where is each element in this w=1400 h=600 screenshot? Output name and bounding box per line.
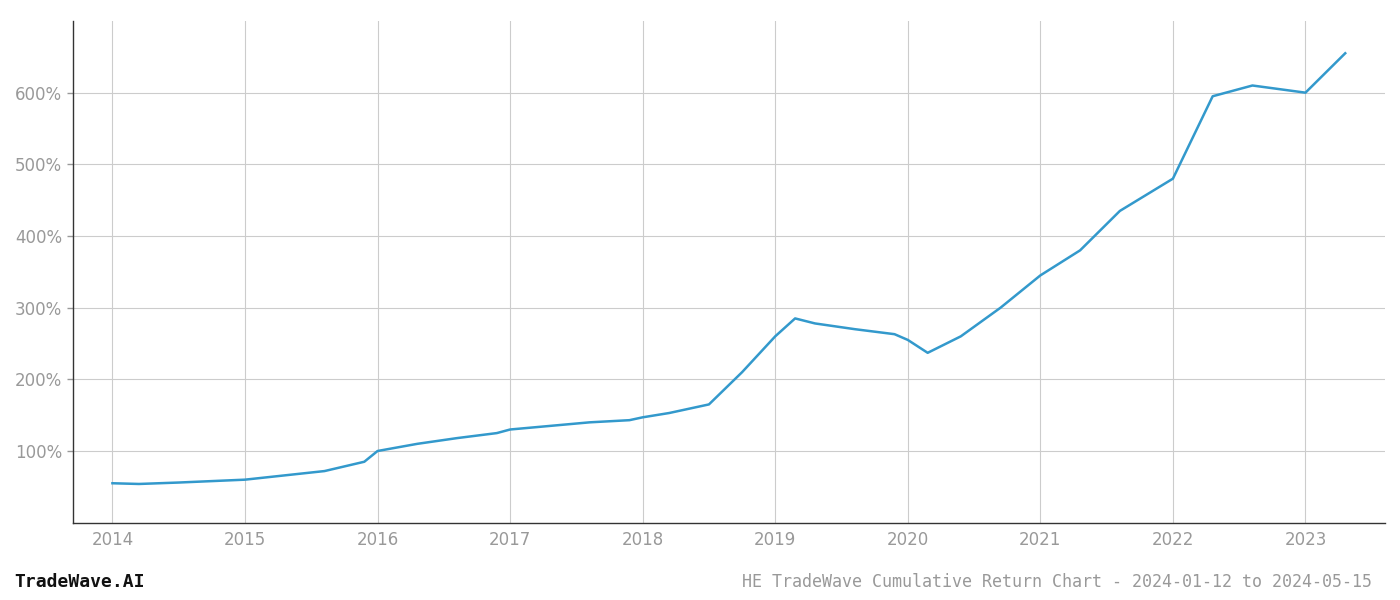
Text: HE TradeWave Cumulative Return Chart - 2024-01-12 to 2024-05-15: HE TradeWave Cumulative Return Chart - 2…	[742, 573, 1372, 591]
Text: TradeWave.AI: TradeWave.AI	[14, 573, 144, 591]
